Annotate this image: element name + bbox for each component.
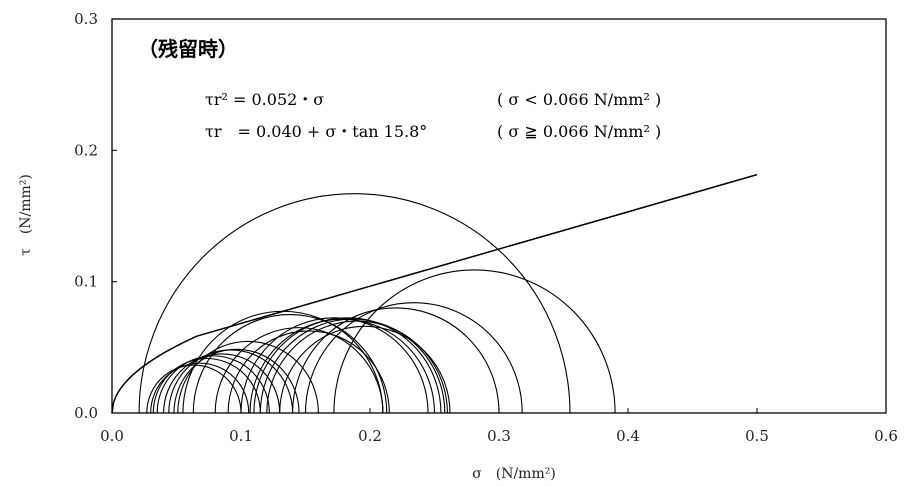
equation-1-condition: ( σ < 0.066 N/mm² )	[497, 90, 661, 109]
envelope-line	[111, 173, 758, 414]
x-tick-label: 0.4	[616, 427, 640, 445]
x-tick-label: 0.2	[358, 427, 382, 445]
x-axis-label: σ (N/mm²)	[472, 466, 556, 482]
y-tick-label: 0.0	[74, 404, 98, 422]
y-tick-label: 0.1	[74, 273, 98, 291]
mohr-circle	[292, 307, 500, 414]
equation-2-condition: ( σ ≧ 0.066 N/mm² )	[497, 122, 661, 141]
mohr-circle	[266, 320, 448, 414]
mohr-circle	[240, 317, 429, 414]
mohr-circle	[152, 357, 261, 414]
equation-2: τr = 0.040 + σ・tan 15.8°	[205, 122, 427, 141]
mohr-circle	[146, 364, 242, 414]
x-tick-label: 0.0	[100, 427, 124, 445]
mohr-circle	[279, 325, 451, 414]
mohr-circle	[304, 302, 523, 414]
mohr-circle	[177, 340, 319, 414]
annotation-heading: （残留時）	[138, 37, 238, 61]
failure-envelope	[111, 173, 758, 414]
mohr-circle	[253, 317, 442, 414]
x-axis-ticks: 0.0 0.1 0.2 0.3 0.4 0.5 0.6	[100, 408, 898, 445]
x-tick-label: 0.1	[229, 427, 253, 445]
mohr-circles	[138, 193, 616, 414]
mohr-circle	[259, 318, 446, 414]
mohr-circle	[173, 348, 300, 414]
y-tick-label: 0.2	[74, 141, 98, 159]
mohr-circle	[163, 353, 281, 414]
x-tick-label: 0.5	[745, 427, 769, 445]
y-tick-label: 0.3	[74, 10, 98, 28]
mohr-circle	[333, 269, 616, 414]
x-tick-label: 0.6	[874, 427, 898, 445]
x-tick-label: 0.3	[487, 427, 511, 445]
equation-1: τr² = 0.052・σ	[205, 90, 324, 109]
y-axis-label: τ (N/mm²)	[18, 174, 34, 256]
mohr-circle	[182, 310, 384, 414]
mohr-circle	[214, 327, 384, 414]
y-axis-ticks: 0.0 0.1 0.2 0.3	[74, 10, 117, 422]
mohr-circle	[138, 193, 571, 414]
